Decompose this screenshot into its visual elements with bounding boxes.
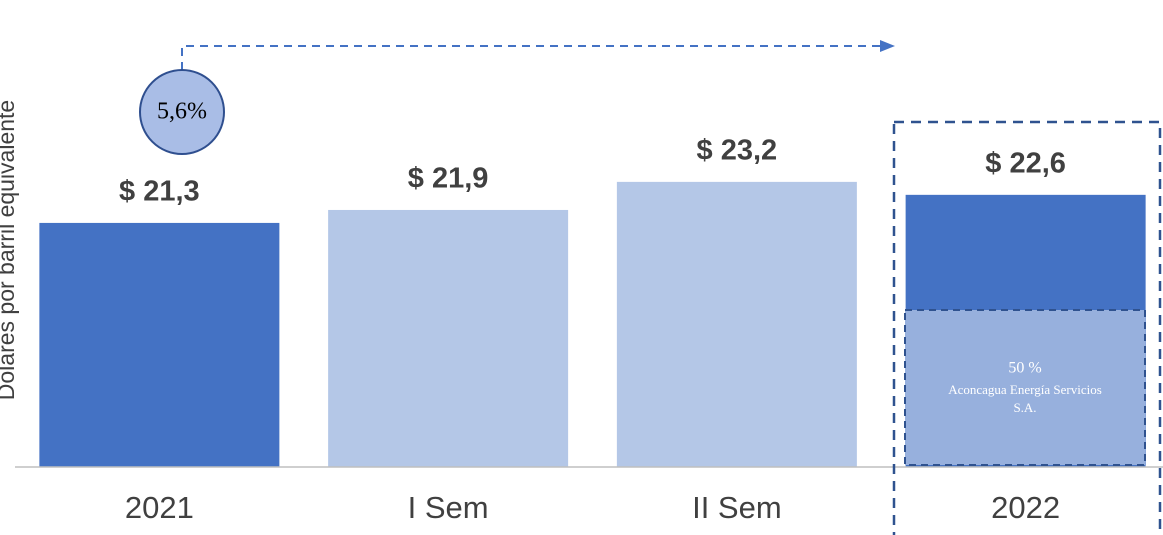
x-tick-label: 2022 [991,490,1060,525]
arrow-head [880,40,895,52]
value-label: $ 22,6 [985,147,1066,179]
value-label: $ 21,9 [408,163,489,195]
value-label: $ 21,3 [119,176,200,208]
highlight-box [892,120,1162,535]
growth-circle [139,69,225,155]
x-tick-label: I Sem [408,490,489,525]
x-tick-label: II Sem [692,490,782,525]
y-axis-label: Dolares por barril equivalente [0,100,19,400]
bar [616,181,857,467]
share-box [904,309,1146,466]
growth-label: 5,6% [157,99,207,125]
company-label: Aconcagua Energía Servicios [948,382,1102,397]
share-label: 50 % [1008,360,1041,377]
growth-arrow [181,45,880,70]
bar [328,209,569,467]
x-tick-label: 2021 [125,490,194,525]
value-label: $ 23,2 [697,135,778,167]
bar [39,222,280,467]
company-label: S.A. [1013,400,1036,415]
